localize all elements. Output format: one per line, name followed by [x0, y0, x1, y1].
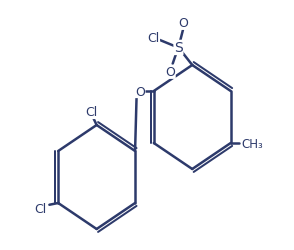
Text: Cl: Cl — [147, 32, 159, 45]
Text: CH₃: CH₃ — [241, 137, 263, 150]
Text: Cl: Cl — [86, 106, 98, 119]
Text: O: O — [165, 66, 175, 79]
Text: O: O — [135, 85, 145, 98]
Text: O: O — [178, 17, 188, 30]
Text: S: S — [174, 41, 183, 55]
Text: Cl: Cl — [34, 202, 47, 215]
